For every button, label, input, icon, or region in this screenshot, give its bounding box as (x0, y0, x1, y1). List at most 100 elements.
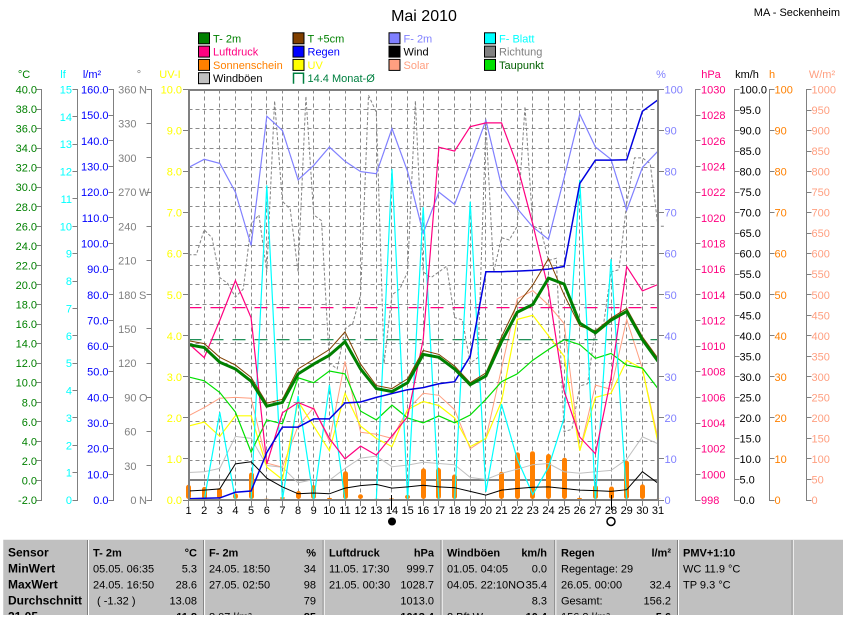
svg-text:60: 60 (665, 249, 677, 261)
svg-text:11.05. 17:30: 11.05. 17:30 (329, 564, 389, 576)
svg-text:Luftdruck: Luftdruck (329, 548, 381, 560)
svg-text:1016: 1016 (701, 264, 725, 276)
svg-text:1013.0: 1013.0 (400, 596, 434, 608)
svg-text:70: 70 (775, 208, 787, 220)
svg-text:3.0: 3.0 (167, 372, 182, 384)
svg-text:1024: 1024 (701, 162, 725, 174)
svg-text:110.0: 110.0 (82, 213, 109, 225)
svg-text:7.0: 7.0 (167, 208, 182, 220)
svg-text:N: N (139, 85, 147, 97)
svg-text:28.6: 28.6 (176, 580, 197, 592)
svg-text:8.3: 8.3 (532, 596, 547, 608)
svg-text:13.08: 13.08 (169, 596, 197, 608)
svg-text:14.4 Monat-Ø: 14.4 Monat-Ø (308, 73, 376, 85)
svg-text:210: 210 (118, 256, 136, 268)
svg-text:850: 850 (812, 146, 830, 158)
svg-text:10.0: 10.0 (161, 85, 182, 97)
svg-text:30: 30 (775, 372, 787, 384)
svg-text:200: 200 (812, 413, 830, 425)
svg-text:UV: UV (308, 60, 324, 72)
svg-text:150.0: 150.0 (81, 110, 109, 122)
svg-text:20: 20 (665, 413, 677, 425)
svg-text:85: 85 (304, 612, 316, 616)
svg-text:5.6: 5.6 (656, 612, 671, 616)
svg-text:120.0: 120.0 (81, 187, 109, 199)
svg-text:100: 100 (812, 454, 830, 466)
svg-text:%: % (656, 69, 666, 81)
svg-text:34.0: 34.0 (16, 143, 37, 155)
svg-text:150: 150 (812, 433, 830, 445)
svg-text:14: 14 (60, 112, 72, 124)
svg-text:3: 3 (66, 413, 72, 425)
svg-text:8.0: 8.0 (22, 397, 37, 409)
svg-text:Sensor: Sensor (8, 546, 49, 560)
svg-text:°: ° (137, 69, 141, 81)
svg-text:0.0: 0.0 (740, 495, 755, 507)
svg-text:998: 998 (701, 495, 719, 507)
svg-text:40.0: 40.0 (87, 392, 108, 404)
svg-text:lf: lf (60, 69, 66, 81)
svg-text:160.0: 160.0 (81, 85, 109, 97)
svg-text:Taupunkt: Taupunkt (499, 60, 544, 72)
svg-text:F- 2m: F- 2m (404, 33, 433, 45)
svg-text:20.0: 20.0 (740, 413, 761, 425)
svg-text:PMV+1:10: PMV+1:10 (683, 548, 735, 560)
svg-text:10.0: 10.0 (740, 454, 761, 466)
svg-text:34: 34 (304, 564, 316, 576)
svg-text:11.8: 11.8 (176, 612, 197, 616)
svg-text:Gesamt:: Gesamt: (561, 596, 603, 608)
svg-text:6: 6 (264, 505, 270, 517)
svg-text:1028.7: 1028.7 (400, 580, 434, 592)
svg-text:Durchschnitt: Durchschnitt (8, 594, 82, 608)
svg-text:hPa: hPa (701, 69, 721, 81)
svg-text:13: 13 (370, 505, 382, 517)
svg-text:2: 2 (66, 440, 72, 452)
svg-text:9: 9 (66, 249, 72, 261)
svg-text:29: 29 (621, 505, 633, 517)
svg-text:98: 98 (304, 580, 316, 592)
svg-text:750: 750 (812, 187, 830, 199)
svg-text:9.0: 9.0 (167, 126, 182, 138)
svg-text:10: 10 (775, 454, 787, 466)
svg-text:24: 24 (542, 505, 554, 517)
svg-text:1: 1 (66, 468, 72, 480)
svg-text:21: 21 (495, 505, 507, 517)
svg-text:12: 12 (354, 505, 366, 517)
svg-text:1013.4: 1013.4 (400, 612, 435, 616)
svg-text:28: 28 (605, 505, 617, 517)
svg-text:5: 5 (66, 358, 72, 370)
svg-text:-2.0: -2.0 (18, 495, 37, 507)
svg-text:18: 18 (448, 505, 460, 517)
svg-text:0.0: 0.0 (532, 564, 547, 576)
svg-text:11: 11 (339, 505, 350, 517)
svg-text:28.0: 28.0 (16, 202, 37, 214)
svg-text:140.0: 140.0 (81, 136, 109, 148)
svg-text:4.0: 4.0 (167, 331, 182, 343)
svg-text:km/h: km/h (735, 69, 759, 81)
svg-text:330: 330 (118, 119, 136, 131)
svg-text:hPa: hPa (414, 548, 435, 560)
svg-text:90: 90 (665, 126, 677, 138)
svg-text:T- 2m: T- 2m (93, 548, 122, 560)
svg-text:360: 360 (118, 85, 136, 97)
svg-text:11: 11 (61, 194, 72, 206)
svg-text:70.0: 70.0 (87, 315, 108, 327)
svg-text:500: 500 (812, 290, 830, 302)
svg-text:22.0: 22.0 (16, 260, 37, 272)
svg-text:Wind: Wind (404, 47, 429, 59)
svg-text:8: 8 (295, 505, 301, 517)
svg-text:01.05. 04:05: 01.05. 04:05 (447, 564, 508, 576)
svg-text:1.0: 1.0 (167, 454, 182, 466)
svg-text:30.0: 30.0 (740, 372, 761, 384)
svg-text:1014: 1014 (701, 290, 725, 302)
svg-text:400: 400 (812, 331, 830, 343)
svg-text:999.7: 999.7 (406, 564, 434, 576)
svg-text:35.4: 35.4 (526, 580, 547, 592)
svg-text:1000: 1000 (701, 469, 725, 481)
svg-text:130.0: 130.0 (81, 162, 109, 174)
svg-text:16: 16 (417, 505, 429, 517)
svg-text:550: 550 (812, 269, 830, 281)
svg-text:90.0: 90.0 (740, 126, 761, 138)
svg-text:8: 8 (66, 276, 72, 288)
svg-text:21.05. 00:30: 21.05. 00:30 (329, 580, 390, 592)
